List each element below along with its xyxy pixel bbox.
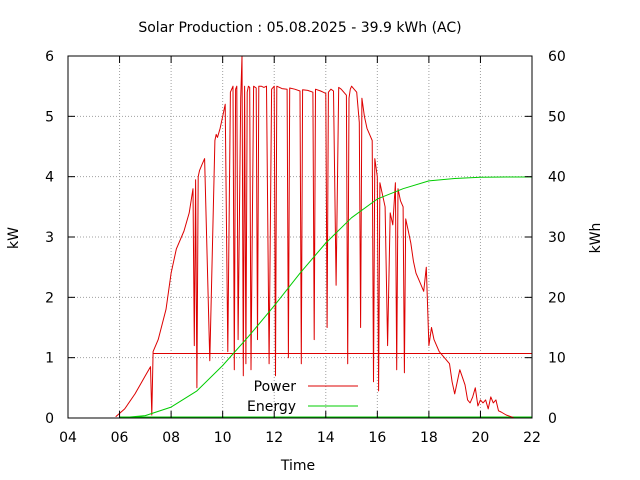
series-layer (115, 55, 532, 419)
y-tick-label: 3 (45, 230, 54, 246)
x-tick-label: 22 (523, 430, 541, 446)
y-tick-label: 0 (45, 411, 54, 427)
x-tick-label: 18 (420, 430, 438, 446)
y2-tick-label: 20 (548, 290, 566, 306)
y-axis-label: kW (6, 227, 22, 249)
y2-tick-label: 50 (548, 109, 566, 125)
x-tick-label: 12 (265, 430, 283, 446)
chart-title: Solar Production : 05.08.2025 - 39.9 kWh… (138, 20, 461, 36)
x-tick-label: 06 (111, 430, 129, 446)
ticks (67, 55, 533, 419)
x-tick-label: 10 (214, 430, 232, 446)
x-tick-label: 20 (472, 430, 490, 446)
y2-tick-label: 10 (548, 351, 566, 367)
legend-label-energy: Energy (247, 399, 296, 415)
y2-tick-label: 0 (548, 411, 557, 427)
y2-tick-label: 40 (548, 170, 566, 186)
y2-tick-label: 60 (548, 49, 566, 65)
y-tick-label: 1 (45, 351, 54, 367)
x-tick-label: 08 (162, 430, 180, 446)
y-tick-label: 5 (45, 109, 54, 125)
y-tick-label: 4 (45, 170, 54, 186)
x-tick-label: 14 (317, 430, 335, 446)
series-line-energy (119, 176, 532, 419)
x-axis-label: Time (280, 458, 315, 474)
y2-axis-label: kWh (588, 223, 604, 254)
y2-tick-label: 30 (548, 230, 566, 246)
y-tick-label: 6 (45, 49, 54, 65)
legend: Power Energy (247, 379, 358, 415)
legend-label-power: Power (254, 379, 297, 395)
y-tick-label: 2 (45, 290, 54, 306)
x-tick-label: 04 (59, 430, 77, 446)
x-tick-label: 16 (368, 430, 386, 446)
series-line-power (115, 55, 515, 419)
